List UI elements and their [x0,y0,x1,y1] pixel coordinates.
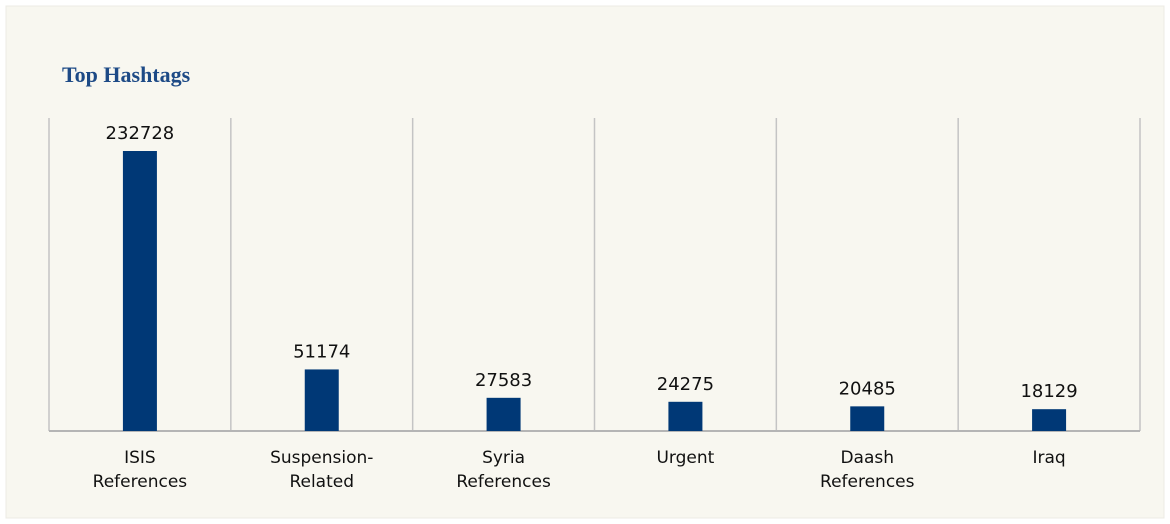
x-tick-label: Iraq [1032,448,1066,468]
bar [1032,409,1067,431]
value-label: 24275 [657,374,714,395]
bar [304,369,339,431]
value-label: 20485 [839,378,896,399]
x-tick-label: Suspension-Related [270,448,374,492]
value-label: 51174 [293,341,350,362]
chart-title: Top Hashtags [62,62,191,87]
bar [850,406,885,431]
x-tick-label: Daash References [820,448,915,492]
value-label: 232728 [106,123,175,144]
panel [5,5,1165,519]
x-tick-label: Syria References [456,448,551,492]
value-label: 27583 [475,370,532,391]
bar [122,151,157,431]
x-tick-label: ISIS References [92,448,188,492]
x-tick-label: Urgent [656,448,715,468]
bar [486,397,521,431]
value-label: 18129 [1020,381,1077,402]
bar [668,401,703,431]
